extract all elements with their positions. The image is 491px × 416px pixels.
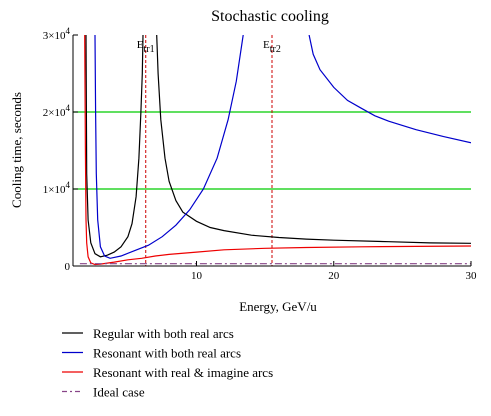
legend-label-2: Resonant with real & imagine arcs xyxy=(93,365,273,380)
y-tick-label-3: 3×104 xyxy=(43,26,71,42)
reference-lines: Etr1 Etr2 xyxy=(73,35,471,266)
x-tick-label-2: 30 xyxy=(466,270,478,282)
chart-title: Stochastic cooling xyxy=(211,8,329,25)
legend: Regular with both real arcs Resonant with… xyxy=(62,326,273,400)
y-tick-label-0: 0 xyxy=(65,261,71,273)
legend-label-3: Ideal case xyxy=(93,385,145,400)
y-axis-label: Cooling time, seconds xyxy=(9,92,24,208)
x-tick-label-0: 10 xyxy=(191,270,203,282)
series-line-1 xyxy=(94,35,471,259)
x-axis-label: Energy, GeV/u xyxy=(239,299,317,314)
axes: 10 20 30 0 1×104 2×104 3×104 xyxy=(43,26,477,282)
series-line-2 xyxy=(84,35,471,266)
x-tick-label-1: 20 xyxy=(328,270,340,282)
series-line-0 xyxy=(85,35,471,258)
y-tick-label-1: 1×104 xyxy=(43,180,71,196)
legend-label-0: Regular with both real arcs xyxy=(93,326,234,341)
legend-label-1: Resonant with both real arcs xyxy=(93,346,241,361)
series-group xyxy=(79,35,471,266)
y-tick-label-2: 2×104 xyxy=(43,103,71,119)
